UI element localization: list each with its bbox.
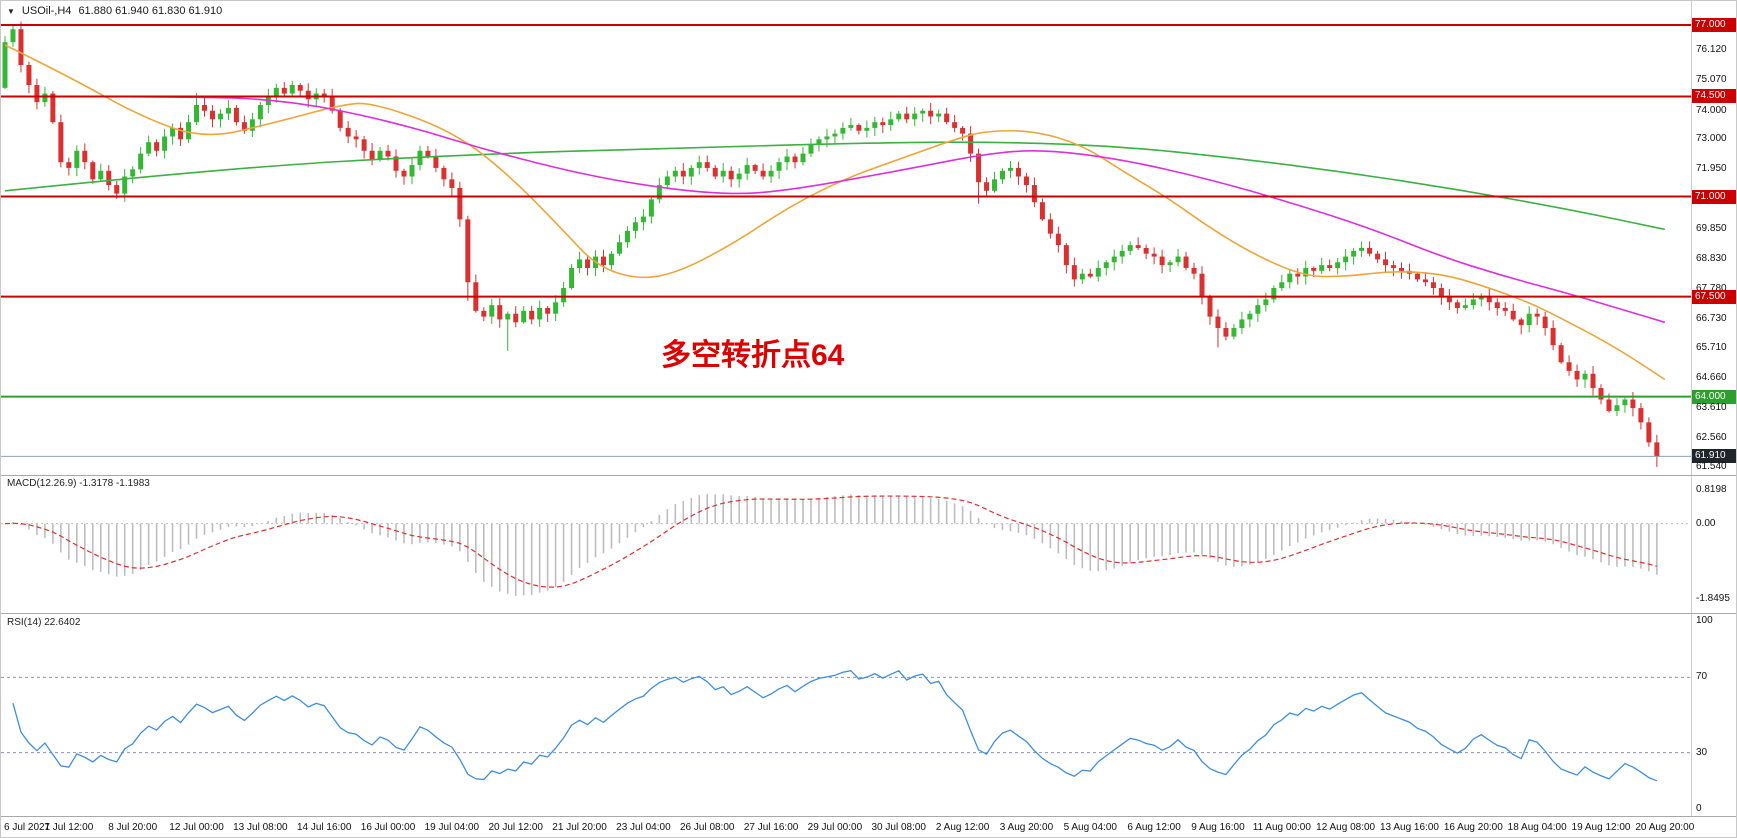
time-label: 14 Jul 16:00 — [296, 822, 352, 833]
time-label: 8 Jul 20:00 — [108, 822, 158, 833]
time-label: 16 Jul 00:00 — [360, 822, 416, 833]
time-label: 23 Jul 04:00 — [616, 822, 671, 833]
price-axis-label: 73.000 — [1696, 133, 1727, 145]
chart-header: ▼ USOil-,H4 61.880 61.940 61.830 61.910 — [7, 5, 222, 17]
symbol-timeframe-label: USOil-,H4 — [21, 5, 72, 17]
price-axis-tag-red: 74.500 — [1692, 89, 1736, 104]
macd-layer — [1, 493, 1691, 596]
rsi-axis-label: 70 — [1696, 671, 1708, 683]
time-axis-divider — [1, 816, 1736, 817]
price-axis-label: 64.660 — [1696, 371, 1727, 383]
price-axis-label: 63.610 — [1696, 401, 1727, 413]
price-axis-label: 67.780 — [1696, 282, 1727, 294]
time-label: 12 Jul 00:00 — [169, 822, 224, 833]
macd-axis-label: 0.8198 — [1696, 484, 1727, 496]
rsi-axis-label: 0 — [1696, 803, 1702, 814]
ma-slow-green — [4, 141, 1666, 231]
price-axis-tag-red: 77.000 — [1692, 17, 1736, 32]
macd-axis-label: -1.8495 — [1696, 592, 1730, 604]
price-axis-tag-green: 64.000 — [1692, 389, 1736, 404]
ohlc-values: 61.880 61.940 61.830 61.910 — [78, 5, 223, 17]
price-axis-label: 65.710 — [1696, 341, 1727, 353]
chart-annotation-text: 多空转折点64 — [661, 339, 845, 372]
time-label: 20 Aug 20:00 — [1635, 822, 1695, 833]
time-label: 5 Aug 04:00 — [1063, 822, 1117, 833]
time-label: 19 Aug 12:00 — [1571, 822, 1631, 833]
macd-indicator-label: MACD(12.26.9) -1.3178 -1.1983 — [7, 478, 150, 489]
price-axis-tag-current: 61.910 — [1692, 449, 1736, 464]
time-label: 12 Aug 08:00 — [1316, 822, 1376, 833]
price-axis-label: 66.730 — [1696, 312, 1727, 324]
rsi-axis-label: 100 — [1696, 615, 1713, 626]
time-label: 2 Aug 12:00 — [935, 822, 990, 833]
time-label: 7 Jul 12:00 — [44, 822, 94, 833]
pane-divider-rsi[interactable] — [1, 613, 1736, 614]
price-axis-label: 62.560 — [1696, 431, 1727, 443]
time-label: 6 Jul 2021 — [4, 822, 51, 833]
time-label: 29 Jul 00:00 — [807, 822, 863, 833]
price-axis-label: 61.540 — [1696, 460, 1727, 472]
time-label: 13 Aug 16:00 — [1379, 822, 1439, 833]
price-axis-label: 74.000 — [1696, 104, 1727, 116]
price-axis-label: 75.070 — [1696, 74, 1727, 86]
time-label: 13 Jul 08:00 — [233, 822, 288, 833]
candles-layer — [2, 21, 1660, 467]
price-axis-tag-red: 71.000 — [1692, 189, 1736, 204]
horizontal-lines-layer — [1, 23, 1691, 457]
moving-averages-layer — [4, 44, 1666, 381]
ma-fast-orange — [4, 44, 1666, 381]
price-axis-label: 76.120 — [1696, 44, 1727, 56]
macd-axis-label: 0.00 — [1696, 517, 1716, 529]
price-axis-tag-red: 67.500 — [1692, 289, 1736, 304]
time-label: 20 Jul 12:00 — [488, 822, 543, 833]
time-label: 11 Aug 00:00 — [1252, 822, 1311, 833]
time-label: 30 Jul 08:00 — [871, 822, 927, 833]
ma-mid-magenta — [4, 95, 1666, 324]
time-label: 3 Aug 20:00 — [999, 822, 1054, 833]
symbol-dropdown-icon[interactable]: ▼ — [7, 6, 15, 16]
rsi-indicator-label: RSI(14) 22.6402 — [7, 617, 81, 628]
time-label: 27 Jul 16:00 — [743, 822, 799, 833]
time-label: 26 Jul 08:00 — [679, 822, 735, 833]
price-axis-label: 69.850 — [1696, 223, 1727, 235]
axis-divider — [1691, 1, 1692, 816]
time-label: 16 Aug 20:00 — [1443, 822, 1503, 833]
time-label: 6 Aug 12:00 — [1127, 822, 1181, 833]
rsi-axis-label: 30 — [1696, 746, 1708, 758]
price-axis-label: 68.830 — [1696, 252, 1727, 264]
time-label: 21 Jul 20:00 — [552, 822, 607, 833]
time-label: 9 Aug 16:00 — [1191, 822, 1245, 833]
pane-divider-macd[interactable] — [1, 475, 1736, 476]
time-label: 18 Aug 04:00 — [1507, 822, 1567, 833]
time-label: 19 Jul 04:00 — [424, 822, 480, 833]
price-axis-label: 71.950 — [1696, 163, 1727, 175]
rsi-layer — [1, 669, 1691, 782]
